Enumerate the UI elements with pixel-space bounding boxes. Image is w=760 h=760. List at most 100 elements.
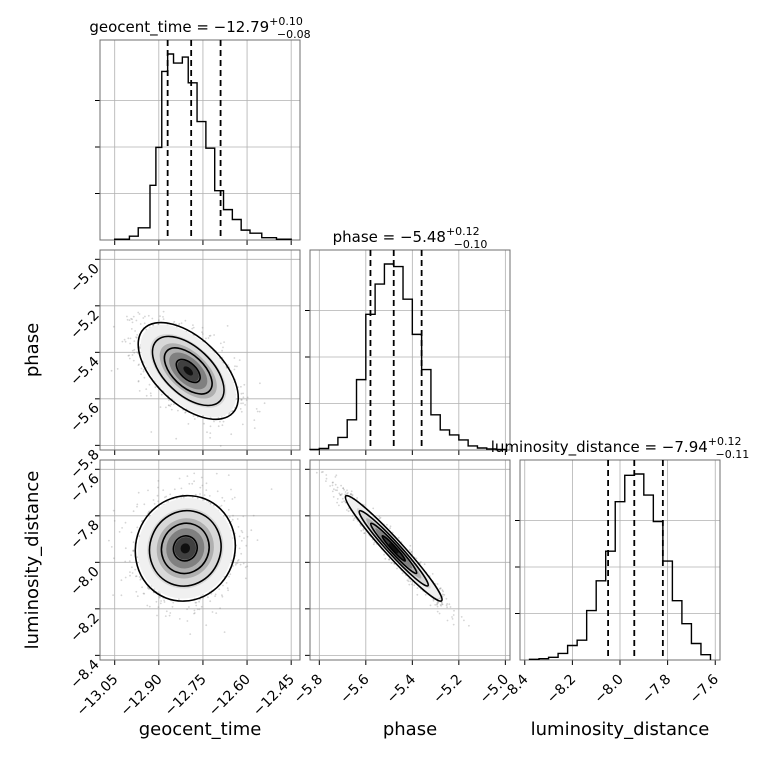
sample-point xyxy=(128,357,131,360)
sample-point xyxy=(242,392,245,395)
sample-point xyxy=(240,552,243,555)
sample-point xyxy=(410,583,413,586)
sample-point xyxy=(110,369,113,372)
sample-point xyxy=(240,529,243,532)
sample-point xyxy=(325,480,327,482)
density-level xyxy=(183,366,193,376)
sample-point xyxy=(226,587,229,590)
sample-point xyxy=(144,315,146,318)
sample-point xyxy=(242,515,245,518)
sample-point xyxy=(134,330,137,332)
sample-point xyxy=(110,546,113,548)
sample-point xyxy=(446,606,448,609)
sample-point xyxy=(138,390,141,392)
sample-point xyxy=(132,315,135,318)
sample-point xyxy=(440,602,443,604)
sample-point xyxy=(139,323,142,325)
sample-point xyxy=(332,481,334,484)
title-plus: +0.12 xyxy=(708,435,742,448)
y-tick-label: −7.8 xyxy=(67,517,102,552)
sample-point xyxy=(409,544,412,547)
sample-point xyxy=(205,624,208,627)
sample-point xyxy=(240,392,243,395)
sample-point xyxy=(157,323,160,326)
sample-point xyxy=(137,380,140,382)
sample-point xyxy=(200,476,203,479)
sample-point xyxy=(146,604,149,607)
sample-point xyxy=(217,425,220,428)
sample-point xyxy=(172,403,175,406)
sample-point xyxy=(133,340,136,342)
sample-point xyxy=(142,317,145,319)
sample-point xyxy=(182,496,185,499)
sample-point xyxy=(205,489,208,491)
sample-point xyxy=(124,340,127,343)
sample-point xyxy=(165,406,167,409)
sample-point xyxy=(124,547,127,550)
sample-point xyxy=(239,408,242,410)
y-axis-label-luminosity_distance: luminosity_distance xyxy=(22,471,43,650)
x-tick-label: −5.4 xyxy=(384,671,419,706)
sample-point xyxy=(129,337,132,340)
sample-point xyxy=(340,494,342,496)
sample-point xyxy=(234,563,237,566)
sample-point xyxy=(222,346,224,349)
sample-point xyxy=(440,604,442,607)
sample-point xyxy=(240,385,242,388)
y-tick-label: −5.4 xyxy=(67,354,102,389)
sample-point xyxy=(128,560,131,562)
sample-point xyxy=(215,612,218,614)
sample-point xyxy=(242,562,245,565)
sample-point xyxy=(139,346,141,348)
sample-point xyxy=(221,496,224,499)
sample-point xyxy=(336,498,339,500)
sample-point xyxy=(128,319,131,322)
sample-point xyxy=(438,612,441,615)
sample-point xyxy=(341,493,343,495)
sample-point xyxy=(142,370,145,373)
sample-point xyxy=(233,368,236,371)
sample-point xyxy=(451,616,453,618)
sample-point xyxy=(159,315,161,317)
hist-frame-phase xyxy=(309,249,511,451)
sample-point xyxy=(223,631,226,633)
sample-point xyxy=(160,600,163,602)
sample-point xyxy=(217,417,220,419)
sample-point xyxy=(130,554,133,556)
sample-point xyxy=(416,593,419,596)
sample-point xyxy=(188,482,191,485)
sample-point xyxy=(209,436,212,439)
sample-point xyxy=(244,566,247,569)
sample-point xyxy=(237,559,240,561)
sample-point xyxy=(246,565,249,568)
sample-point xyxy=(452,623,455,626)
sample-point xyxy=(234,365,236,368)
sample-point xyxy=(439,604,442,606)
sample-point xyxy=(236,365,238,368)
sample-point xyxy=(171,606,174,608)
sample-point xyxy=(157,486,159,489)
sample-point xyxy=(184,319,187,322)
sample-point xyxy=(222,420,225,423)
sample-point xyxy=(231,498,234,500)
sample-point xyxy=(180,487,183,490)
sample-point xyxy=(191,327,194,330)
sample-point xyxy=(142,369,145,371)
sample-point xyxy=(132,549,135,552)
sample-point xyxy=(123,338,126,341)
sample-point xyxy=(349,493,352,496)
sample-point xyxy=(240,399,243,401)
sample-point xyxy=(136,595,139,598)
sample-point xyxy=(157,480,160,482)
sample-point xyxy=(167,500,169,503)
sample-point xyxy=(184,411,187,414)
sample-point xyxy=(162,310,165,313)
contour-line xyxy=(151,335,225,407)
sample-point xyxy=(121,527,123,529)
y-axis-label-phase: phase xyxy=(22,323,43,377)
sample-point xyxy=(128,354,131,357)
sample-point xyxy=(136,526,139,529)
sample-point xyxy=(223,500,226,502)
sample-point xyxy=(346,492,348,495)
sample-point xyxy=(129,571,131,573)
